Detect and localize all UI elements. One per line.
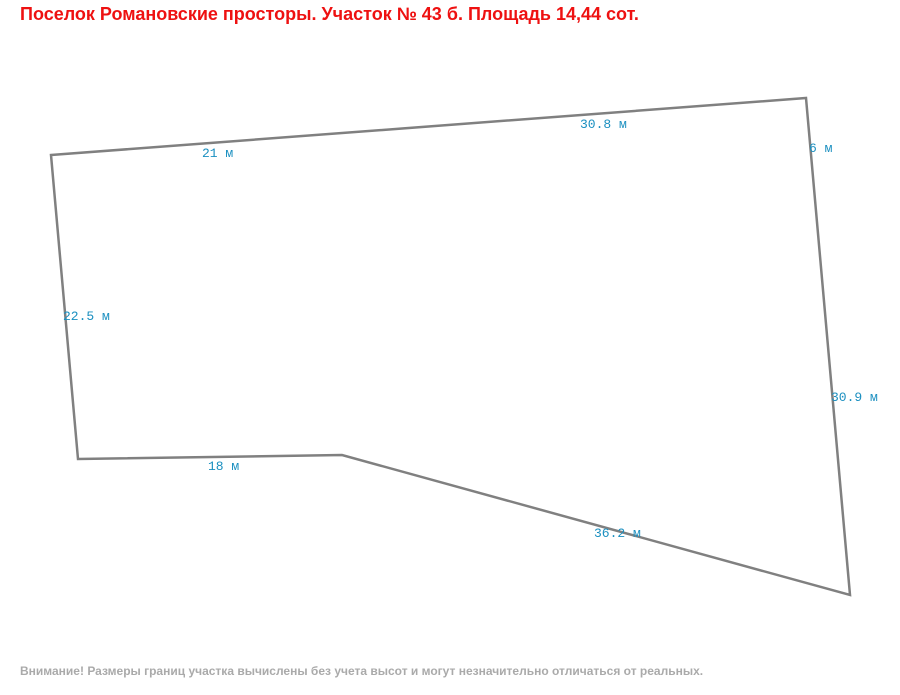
footnote: Внимание! Размеры границ участка вычисле… bbox=[20, 664, 703, 678]
edge-label: 18 м bbox=[208, 459, 239, 474]
edge-label: 22.5 м bbox=[63, 309, 110, 324]
edge-label: 30.9 м bbox=[831, 390, 878, 405]
plot-boundary bbox=[49, 96, 852, 597]
title: Поселок Романовские просторы. Участок № … bbox=[20, 4, 639, 24]
edge-label: 6 м bbox=[809, 141, 833, 156]
edge-label: 36.2 м bbox=[594, 526, 641, 541]
edge-label: 30.8 м bbox=[580, 117, 627, 132]
edge-label: 21 м bbox=[202, 146, 233, 161]
